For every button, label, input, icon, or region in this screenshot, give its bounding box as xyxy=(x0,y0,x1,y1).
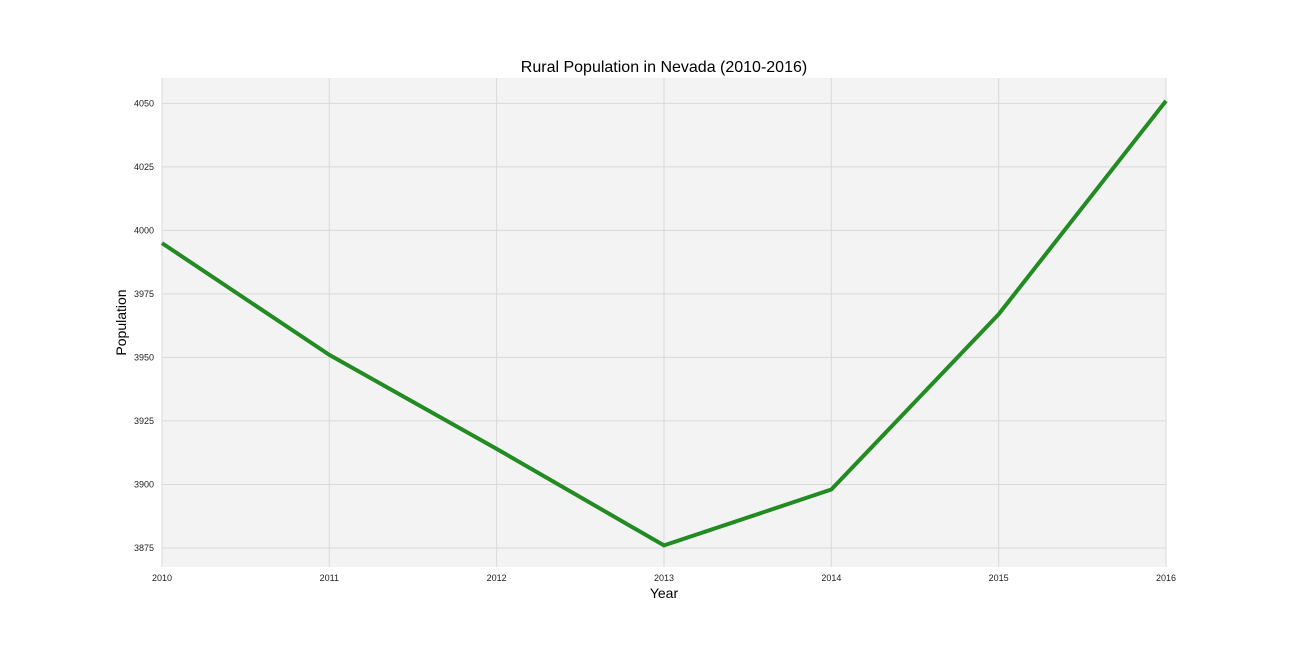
series-line xyxy=(160,99,1168,548)
y-tick-label: 3975 xyxy=(134,289,154,299)
x-tick-label: 2014 xyxy=(821,573,841,583)
x-tick-label: 2013 xyxy=(654,573,674,583)
y-tick-label: 3900 xyxy=(134,479,154,489)
tick-labels: 2010 2011 2012 2013 2014 2015 2016 3875 3900 3925… xyxy=(134,98,1176,583)
y-axis-label: Population xyxy=(113,289,129,355)
x-axis-label: Year xyxy=(650,585,679,601)
chart-title: Rural Population in Nevada (2010-2016) xyxy=(521,59,807,76)
y-tick-label: 4025 xyxy=(134,162,154,172)
x-tick-label: 2016 xyxy=(1156,573,1176,583)
y-tick-label: 3950 xyxy=(134,352,154,362)
y-tick-label: 4000 xyxy=(134,225,154,235)
x-tick-label: 2011 xyxy=(320,573,339,583)
y-tick-label: 4050 xyxy=(134,98,154,108)
y-tick-label: 3925 xyxy=(134,416,154,426)
x-tick-label: 2010 xyxy=(152,573,172,583)
series-layer xyxy=(160,99,1168,548)
grid xyxy=(161,78,1167,567)
y-tick-label: 3875 xyxy=(134,543,154,553)
x-tick-label: 2012 xyxy=(487,573,507,583)
x-tick-label: 2015 xyxy=(989,573,1009,583)
